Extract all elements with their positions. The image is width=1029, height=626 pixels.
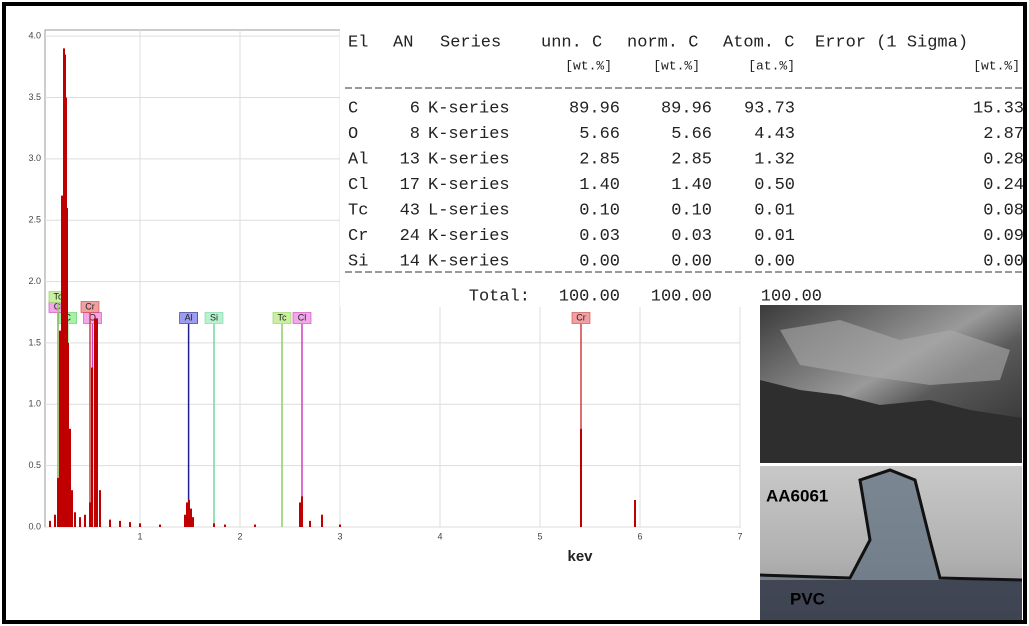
cell: 0.03: [671, 227, 712, 246]
cell: 43: [400, 201, 420, 220]
x-tick-label: 6: [637, 531, 642, 541]
cell: 2.85: [671, 150, 712, 169]
total-label: Total:: [469, 287, 530, 306]
image-label: PVC: [790, 589, 825, 608]
cell: K-series: [428, 99, 510, 118]
cell: 13: [400, 150, 420, 169]
cell: K-series: [428, 176, 510, 195]
column-header: El: [348, 33, 368, 52]
cell: C: [348, 99, 358, 118]
column-header: Atom. C: [723, 33, 794, 52]
chart: 0.00.51.01.52.02.53.03.54.01234567kevCOA…: [0, 0, 1029, 626]
y-tick-label: 0.0: [28, 521, 41, 531]
y-tick-label: 2.5: [28, 215, 41, 225]
cell: 0.28: [983, 150, 1024, 169]
cell: 0.50: [754, 176, 795, 195]
cell: 0.24: [983, 176, 1024, 195]
cell: 1.40: [579, 176, 620, 195]
cell: 1.32: [754, 150, 795, 169]
cell: 0.01: [754, 227, 795, 246]
y-tick-label: 4.0: [28, 31, 41, 41]
element-label: Cr: [85, 301, 95, 311]
y-tick-label: 2.0: [28, 276, 41, 286]
table: El AN Series unn. C norm. C Atom. C Error (1 S…: [340, 12, 1029, 307]
unit: [wt.%]: [653, 58, 700, 73]
image-label: AA6061: [766, 486, 828, 505]
micrograph-bottom: AA6061 PVC: [760, 466, 1022, 622]
cell: 89.96: [661, 99, 712, 118]
figure: 0.00.51.01.52.02.53.03.54.01234567kevCOA…: [0, 0, 1029, 626]
column-header: norm. C: [627, 33, 698, 52]
cell: Cr: [348, 227, 368, 246]
cell: L-series: [428, 201, 510, 220]
cell: 0.09: [983, 227, 1024, 246]
cell: Tc: [348, 201, 368, 220]
x-tick-label: 3: [337, 531, 342, 541]
cell: Al: [348, 150, 368, 169]
cell: 93.73: [744, 99, 795, 118]
x-tick-label: 1: [137, 531, 142, 541]
column-header: Series: [440, 33, 501, 52]
cell: 0.00: [983, 252, 1024, 271]
x-tick-label: 4: [437, 531, 442, 541]
y-tick-label: 3.5: [28, 92, 41, 102]
cell: 4.43: [754, 125, 795, 144]
cell: Cl: [348, 176, 368, 195]
cell: 14: [400, 252, 420, 271]
cell: 0.03: [579, 227, 620, 246]
cell: 24: [400, 227, 420, 246]
unit: [at.%]: [748, 58, 795, 73]
y-tick-label: 1.5: [28, 337, 41, 347]
cell: 2.85: [579, 150, 620, 169]
cell: K-series: [428, 125, 510, 144]
cell: 17: [400, 176, 420, 195]
cell: 0.01: [754, 201, 795, 220]
x-axis-label: kev: [567, 548, 593, 565]
column-header: AN: [393, 33, 413, 52]
column-header: Error (1 Sigma): [815, 33, 968, 52]
cell: 0.10: [671, 201, 712, 220]
cell: Si: [348, 252, 368, 271]
total-value: 100.00: [651, 287, 712, 306]
cell: 0.00: [754, 252, 795, 271]
element-label: Si: [210, 312, 218, 322]
cell: 5.66: [579, 125, 620, 144]
cell: 1.40: [671, 176, 712, 195]
element-label: Al: [185, 312, 193, 322]
cell: O: [348, 125, 358, 144]
x-tick-label: 2: [237, 531, 242, 541]
cell: 0.00: [671, 252, 712, 271]
cell: 0.10: [579, 201, 620, 220]
micrograph-top: [760, 305, 1022, 463]
cell: 15.33: [973, 99, 1024, 118]
element-label: Cl: [298, 312, 307, 322]
element-label: Tc: [278, 312, 288, 322]
unit: [wt.%]: [973, 58, 1020, 73]
y-tick-label: 0.5: [28, 460, 41, 470]
x-tick-label: 7: [737, 531, 742, 541]
cell: 6: [410, 99, 420, 118]
element-label: Cr: [576, 312, 586, 322]
x-tick-label: 5: [537, 531, 542, 541]
cell: 0.00: [579, 252, 620, 271]
cell: 2.87: [983, 125, 1024, 144]
unit: [wt.%]: [565, 58, 612, 73]
y-tick-label: 3.0: [28, 153, 41, 163]
column-header: unn. C: [541, 33, 602, 52]
cell: 89.96: [569, 99, 620, 118]
total-value: 100.00: [761, 287, 822, 306]
cell: 5.66: [671, 125, 712, 144]
cell: 0.08: [983, 201, 1024, 220]
y-tick-label: 1.0: [28, 399, 41, 409]
cell: K-series: [428, 252, 510, 271]
cell: K-series: [428, 227, 510, 246]
total-value: 100.00: [559, 287, 620, 306]
cell: K-series: [428, 150, 510, 169]
cell: 8: [410, 125, 420, 144]
